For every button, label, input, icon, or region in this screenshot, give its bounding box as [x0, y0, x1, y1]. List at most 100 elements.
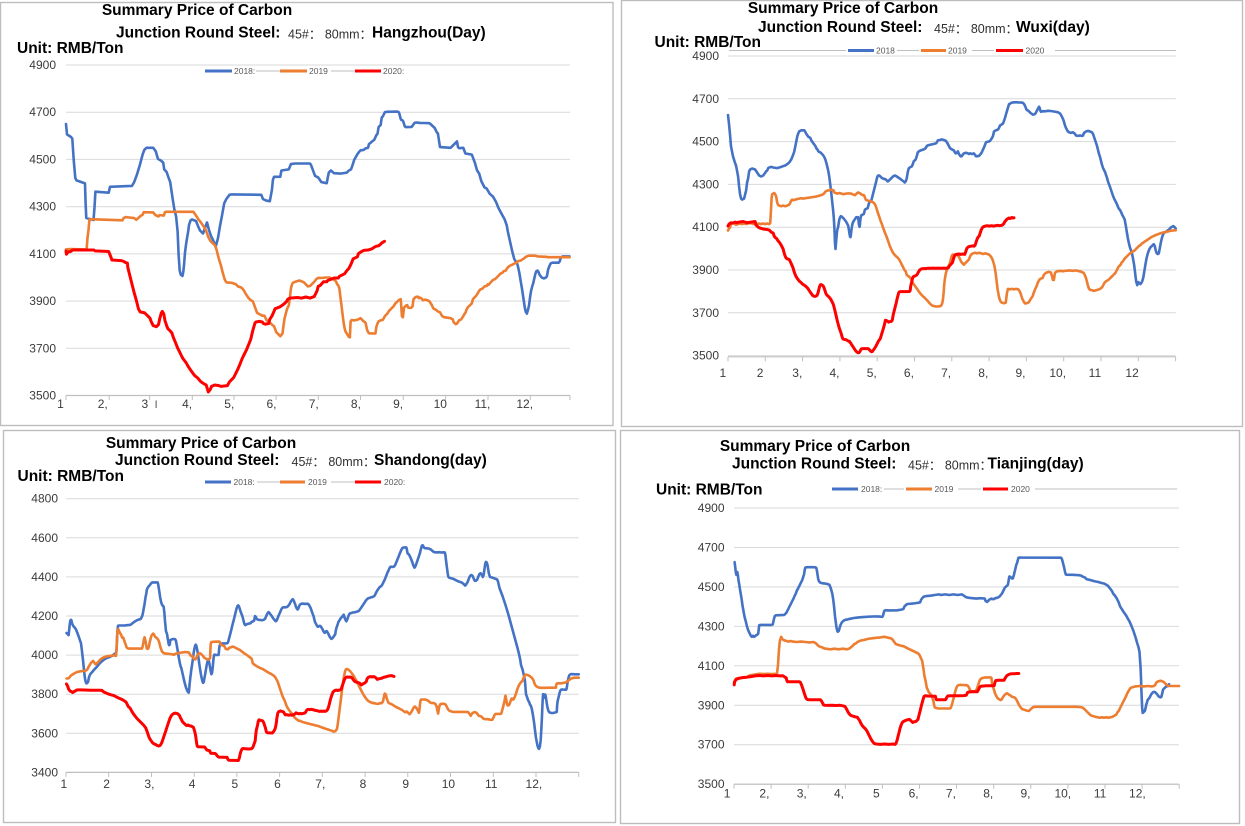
svg-text:4500: 4500 [29, 152, 56, 166]
svg-text:4400: 4400 [31, 570, 58, 584]
svg-text:Wuxi(day): Wuxi(day) [1016, 19, 1090, 36]
svg-text:2019: 2019 [948, 46, 967, 56]
svg-text:Tianjing(day): Tianjing(day) [988, 456, 1084, 473]
svg-text:45#： 80mm：: 45#： 80mm： [288, 28, 372, 42]
svg-text:4700: 4700 [698, 541, 725, 555]
svg-text:Summary Price of Carbon: Summary Price of Carbon [748, 0, 938, 17]
svg-text:2020:: 2020: [384, 477, 405, 487]
svg-text:2,: 2, [759, 787, 769, 801]
svg-text:3900: 3900 [29, 294, 56, 308]
svg-text:2: 2 [103, 777, 110, 791]
svg-text:7,: 7, [941, 366, 951, 380]
svg-text:5,: 5, [867, 366, 877, 380]
svg-text:3400: 3400 [31, 765, 58, 779]
svg-text:4700: 4700 [29, 105, 56, 119]
svg-text:3700: 3700 [692, 306, 719, 320]
svg-text:3,: 3, [792, 366, 802, 380]
svg-text:1: 1 [57, 397, 64, 411]
svg-text:l: l [155, 400, 157, 411]
svg-text:7,: 7, [309, 397, 319, 411]
svg-text:Unit: RMB/Ton: Unit: RMB/Ton [17, 40, 123, 57]
svg-text:4300: 4300 [698, 619, 725, 633]
svg-text:4,: 4, [829, 366, 839, 380]
svg-text:11: 11 [1089, 366, 1102, 380]
svg-text:1: 1 [61, 777, 68, 791]
svg-text:4300: 4300 [29, 200, 56, 214]
svg-text:2: 2 [757, 366, 764, 380]
svg-text:4,: 4, [834, 787, 844, 801]
svg-text:11: 11 [1094, 787, 1107, 801]
svg-text:10,: 10, [1049, 366, 1066, 380]
svg-text:3700: 3700 [698, 738, 725, 752]
svg-text:6,: 6, [909, 787, 919, 801]
svg-text:Unit: RMB/Ton: Unit: RMB/Ton [18, 468, 124, 485]
svg-text:12: 12 [1125, 366, 1139, 380]
svg-text:12,: 12, [516, 397, 533, 411]
svg-text:9: 9 [402, 777, 409, 791]
svg-text:45#： 80mm：: 45#： 80mm： [908, 459, 992, 473]
svg-text:Summary Price of Carbon: Summary Price of Carbon [720, 438, 910, 455]
svg-text:45#： 80mm：: 45#： 80mm： [934, 22, 1018, 36]
svg-text:Summary Price of Carbon: Summary Price of Carbon [106, 435, 296, 452]
svg-text:4300: 4300 [692, 177, 719, 191]
svg-text:Summary Price of Carbon: Summary Price of Carbon [102, 2, 292, 19]
svg-text:3600: 3600 [31, 726, 58, 740]
svg-text:6: 6 [274, 777, 281, 791]
svg-text:4900: 4900 [692, 49, 719, 63]
svg-text:9,: 9, [1020, 787, 1030, 801]
svg-text:7,: 7, [315, 777, 325, 791]
svg-text:2018: 2018 [876, 46, 895, 56]
svg-text:2018:: 2018: [861, 484, 882, 494]
svg-text:2019: 2019 [309, 66, 328, 76]
svg-text:8,: 8, [978, 366, 988, 380]
svg-text:2020: 2020 [1026, 46, 1045, 56]
svg-text:2018:: 2018: [234, 477, 255, 487]
svg-text:7,: 7, [946, 787, 956, 801]
svg-text:10: 10 [434, 397, 448, 411]
svg-text:2018:: 2018: [234, 66, 255, 76]
svg-text:3800: 3800 [31, 687, 58, 701]
svg-text:2019: 2019 [308, 477, 327, 487]
svg-text:4100: 4100 [29, 247, 56, 261]
svg-text:3900: 3900 [698, 698, 725, 712]
svg-text:4500: 4500 [692, 135, 719, 149]
svg-text:2020: 2020 [1011, 484, 1030, 494]
svg-text:Hangzhou(Day): Hangzhou(Day) [372, 25, 486, 42]
svg-text:Junction Round Steel:: Junction Round Steel: [116, 25, 280, 42]
svg-text:4000: 4000 [31, 648, 58, 662]
svg-text:5: 5 [873, 787, 880, 801]
svg-text:11,: 11, [475, 397, 491, 411]
svg-text:6,: 6, [904, 366, 914, 380]
svg-text:Junction Round Steel:: Junction Round Steel: [732, 456, 896, 473]
svg-text:3900: 3900 [692, 263, 719, 277]
svg-text:3500: 3500 [692, 349, 719, 363]
svg-text:Unit: RMB/Ton: Unit: RMB/Ton [656, 482, 762, 499]
svg-text:11: 11 [485, 777, 498, 791]
svg-text:4200: 4200 [31, 609, 58, 623]
svg-text:Junction Round Steel:: Junction Round Steel: [758, 19, 922, 36]
svg-text:8: 8 [360, 777, 367, 791]
svg-text:8,: 8, [983, 787, 993, 801]
svg-text:3,: 3, [797, 787, 807, 801]
svg-text:10: 10 [442, 777, 456, 791]
svg-text:12,: 12, [526, 777, 543, 791]
svg-text:10,: 10, [1054, 787, 1071, 801]
svg-text:4900: 4900 [29, 58, 56, 72]
svg-text:4100: 4100 [692, 220, 719, 234]
svg-text:8,: 8, [351, 397, 361, 411]
svg-text:4,: 4, [182, 397, 192, 411]
svg-text:5,: 5, [224, 397, 234, 411]
svg-text:Shandong(day): Shandong(day) [374, 452, 487, 469]
svg-text:3: 3 [142, 397, 149, 411]
svg-text:4500: 4500 [698, 580, 725, 594]
svg-text:3,: 3, [144, 777, 154, 791]
svg-text:12,: 12, [1129, 787, 1146, 801]
svg-text:1: 1 [720, 366, 727, 380]
svg-text:2020:: 2020: [383, 66, 404, 76]
svg-text:Junction Round Steel:: Junction Round Steel: [115, 452, 279, 469]
svg-text:3500: 3500 [29, 389, 56, 403]
svg-text:45#： 80mm：: 45#： 80mm： [292, 455, 376, 469]
svg-text:4: 4 [189, 777, 196, 791]
svg-text:4700: 4700 [692, 92, 719, 106]
svg-text:4900: 4900 [698, 501, 725, 515]
